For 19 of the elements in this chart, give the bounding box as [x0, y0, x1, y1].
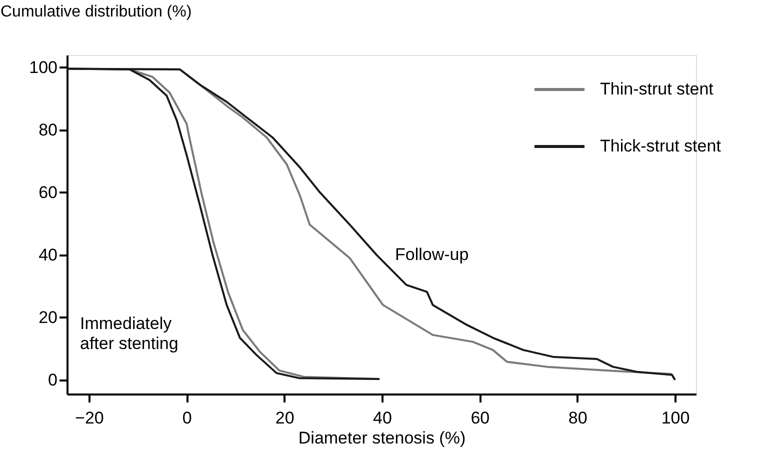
annotation: Immediately after stenting: [80, 314, 178, 353]
x-tick-label: 0: [182, 408, 192, 428]
y-tick-label: 80: [38, 120, 58, 140]
y-tick-label: 40: [38, 245, 58, 264]
y-tick-label: 20: [38, 308, 58, 327]
y-tick-label: 100: [29, 58, 58, 77]
y-axis-title: Cumulative distribution (%): [0, 4, 192, 20]
x-axis-title: Diameter stenosis (%): [298, 428, 466, 448]
y-tick-label: 60: [38, 182, 58, 202]
x-tick-label: 40: [373, 408, 392, 428]
x-tick-label: 20: [275, 408, 294, 428]
y-tick-label: 0: [48, 370, 58, 390]
x-tick-label: −20: [75, 408, 104, 428]
x-tick-label: 60: [470, 408, 490, 428]
x-tick-label: 100: [661, 408, 690, 428]
x-tick-label: 80: [568, 408, 588, 428]
legend-label: Thick-strut stent: [600, 136, 722, 156]
legend-label: Thin-strut stent: [600, 80, 714, 98]
annotation: Follow-up: [395, 245, 469, 264]
